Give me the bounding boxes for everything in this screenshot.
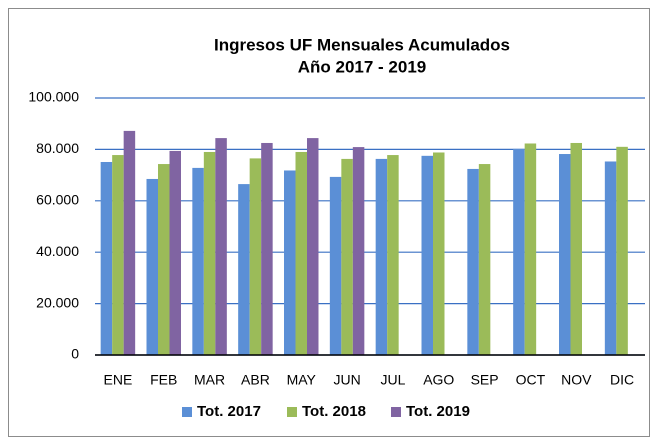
x-tick-label: MAR bbox=[194, 372, 225, 388]
x-tick-label: NOV bbox=[561, 372, 592, 388]
bar bbox=[478, 164, 491, 355]
x-tick-label: MAY bbox=[287, 372, 317, 388]
bar bbox=[158, 164, 170, 355]
bar bbox=[341, 158, 353, 355]
x-tick-label: DIC bbox=[610, 372, 634, 388]
x-tick-label: OCT bbox=[516, 372, 546, 388]
y-tick-label: 20.000 bbox=[36, 294, 79, 310]
bar bbox=[375, 158, 388, 355]
bar bbox=[112, 155, 124, 355]
bar bbox=[467, 168, 479, 355]
x-tick-label: FEB bbox=[150, 372, 177, 388]
bar bbox=[146, 178, 158, 355]
bar bbox=[100, 161, 113, 355]
legend-label: Tot. 2017 bbox=[197, 403, 261, 420]
bar bbox=[559, 154, 571, 355]
bar bbox=[513, 148, 525, 355]
bar bbox=[352, 147, 365, 355]
bar bbox=[284, 170, 296, 355]
bar bbox=[249, 158, 262, 355]
bar bbox=[329, 176, 342, 355]
legend-swatch bbox=[182, 407, 192, 417]
bar bbox=[570, 142, 582, 355]
y-tick-label: 40.000 bbox=[36, 243, 79, 259]
x-tick-label: SEP bbox=[471, 372, 499, 388]
legend-swatch bbox=[391, 407, 401, 417]
bar bbox=[616, 146, 628, 355]
x-tick-label: JUL bbox=[380, 372, 405, 388]
y-tick-label: 80.000 bbox=[36, 140, 79, 156]
bar bbox=[524, 143, 537, 355]
bar bbox=[203, 151, 216, 355]
bar bbox=[387, 155, 399, 355]
bar bbox=[261, 142, 273, 355]
bar bbox=[295, 151, 307, 355]
chart-title: Ingresos UF Mensuales Acumulados bbox=[214, 35, 510, 54]
y-tick-label: 0 bbox=[71, 346, 79, 362]
x-tick-label: ENE bbox=[104, 372, 133, 388]
bar bbox=[604, 161, 617, 355]
bar bbox=[433, 152, 445, 355]
y-tick-label: 100.000 bbox=[28, 89, 79, 105]
x-tick-label: AGO bbox=[423, 372, 454, 388]
bar bbox=[307, 138, 319, 355]
chart-subtitle: Año 2017 - 2019 bbox=[298, 57, 427, 76]
bar bbox=[215, 138, 227, 355]
bar bbox=[169, 150, 181, 355]
bar bbox=[421, 155, 433, 355]
legend-label: Tot. 2019 bbox=[406, 403, 470, 420]
bar bbox=[238, 184, 250, 355]
x-tick-label: ABR bbox=[241, 372, 270, 388]
legend-swatch bbox=[287, 407, 297, 417]
bar bbox=[123, 130, 136, 355]
y-tick-label: 60.000 bbox=[36, 192, 79, 208]
bar bbox=[192, 167, 204, 355]
x-tick-label: JUN bbox=[333, 372, 360, 388]
legend-label: Tot. 2018 bbox=[302, 403, 366, 420]
